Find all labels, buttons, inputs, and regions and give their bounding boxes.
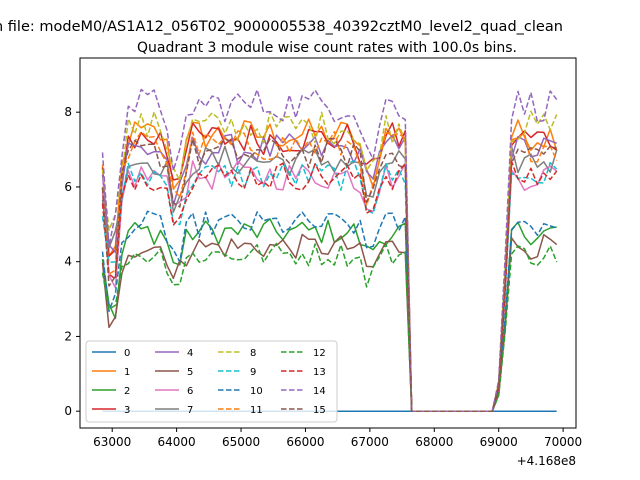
legend-label-1: 1 <box>124 367 130 378</box>
series-lines <box>101 88 558 412</box>
legend-label-3: 3 <box>124 405 130 416</box>
chart-title: Quadrant 3 module wise count rates with … <box>137 40 517 56</box>
y-tick-label: 0 <box>64 404 72 418</box>
legend-label-10: 10 <box>250 386 263 397</box>
legend-label-6: 6 <box>187 386 193 397</box>
x-tick-label: 65000 <box>222 435 260 449</box>
legend-label-8: 8 <box>250 348 256 359</box>
series-line-9 <box>101 160 558 412</box>
y-tick-label: 4 <box>64 255 72 269</box>
y-axis: 0 2 4 6 8 <box>64 105 80 418</box>
legend-label-14: 14 <box>313 386 326 397</box>
plot-area <box>79 57 577 429</box>
legend-label-7: 7 <box>187 405 193 416</box>
suptitle: n file: modeM0/AS1A12_056T02_9000005538_… <box>0 19 563 35</box>
y-tick-label: 6 <box>64 180 72 194</box>
axes-frame <box>79 57 577 429</box>
y-tick-label: 2 <box>64 329 72 343</box>
x-tick-label: 66000 <box>286 435 324 449</box>
legend-label-11: 11 <box>250 405 263 416</box>
legend-label-15: 15 <box>313 405 326 416</box>
series-line-15 <box>101 137 557 412</box>
x-tick-label: 64000 <box>158 435 196 449</box>
legend-frame <box>85 340 338 423</box>
legend-label-9: 9 <box>250 367 256 378</box>
x-tick-label: 63000 <box>93 435 131 449</box>
x-tick-label: 68000 <box>415 435 453 449</box>
x-tick-label: 67000 <box>351 435 389 449</box>
x-tick-label: 70000 <box>544 435 582 449</box>
x-axis: 63000 64000 65000 66000 67000 68000 69000 70000 <box>93 428 582 449</box>
legend-label-5: 5 <box>187 367 193 378</box>
x-axis-offset-label: +4.168e8 <box>517 454 576 468</box>
legend-label-12: 12 <box>313 348 326 359</box>
legend-label-0: 0 <box>124 348 130 359</box>
x-tick-label: 69000 <box>480 435 518 449</box>
legend-label-13: 13 <box>313 367 326 378</box>
y-tick-label: 8 <box>64 105 72 119</box>
legend-label-4: 4 <box>187 348 193 359</box>
legend-label-2: 2 <box>124 386 130 397</box>
